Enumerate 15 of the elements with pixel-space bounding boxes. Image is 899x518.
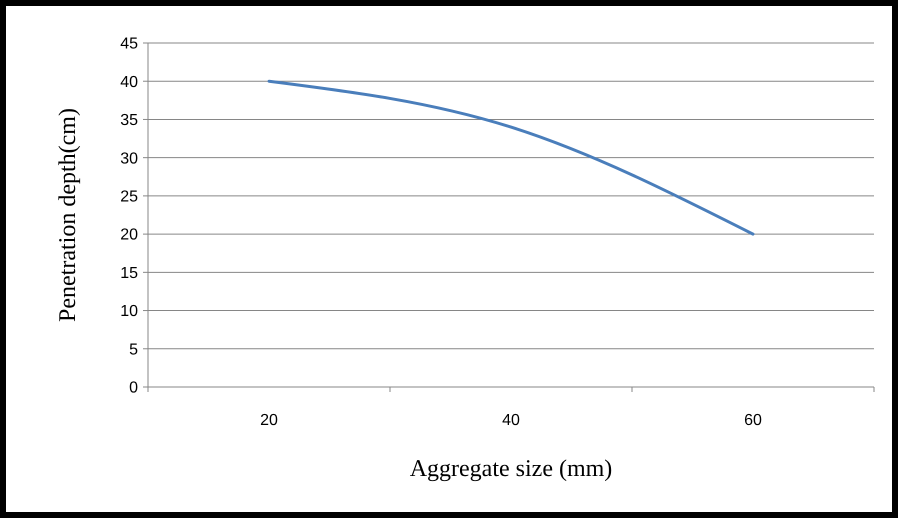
- y-tick-label: 25: [120, 188, 138, 206]
- y-tick-label: 5: [129, 341, 138, 358]
- x-axis-title: Aggregate size (mm): [410, 456, 612, 482]
- y-axis-title: Penetration depth(cm): [55, 108, 81, 322]
- x-tick-label: 60: [744, 412, 762, 429]
- y-tick-label: 15: [120, 264, 138, 282]
- y-tick-label: 20: [120, 226, 138, 244]
- x-tick-label: 40: [502, 412, 520, 429]
- y-tick-label: 10: [120, 303, 138, 320]
- y-tick-label: 0: [129, 380, 138, 397]
- y-tick-label: 45: [120, 36, 138, 53]
- y-tick-label: 30: [120, 150, 138, 168]
- y-tick-label: 35: [120, 112, 138, 130]
- x-tick-label: 20: [260, 412, 278, 429]
- y-tick-label: 40: [120, 74, 138, 91]
